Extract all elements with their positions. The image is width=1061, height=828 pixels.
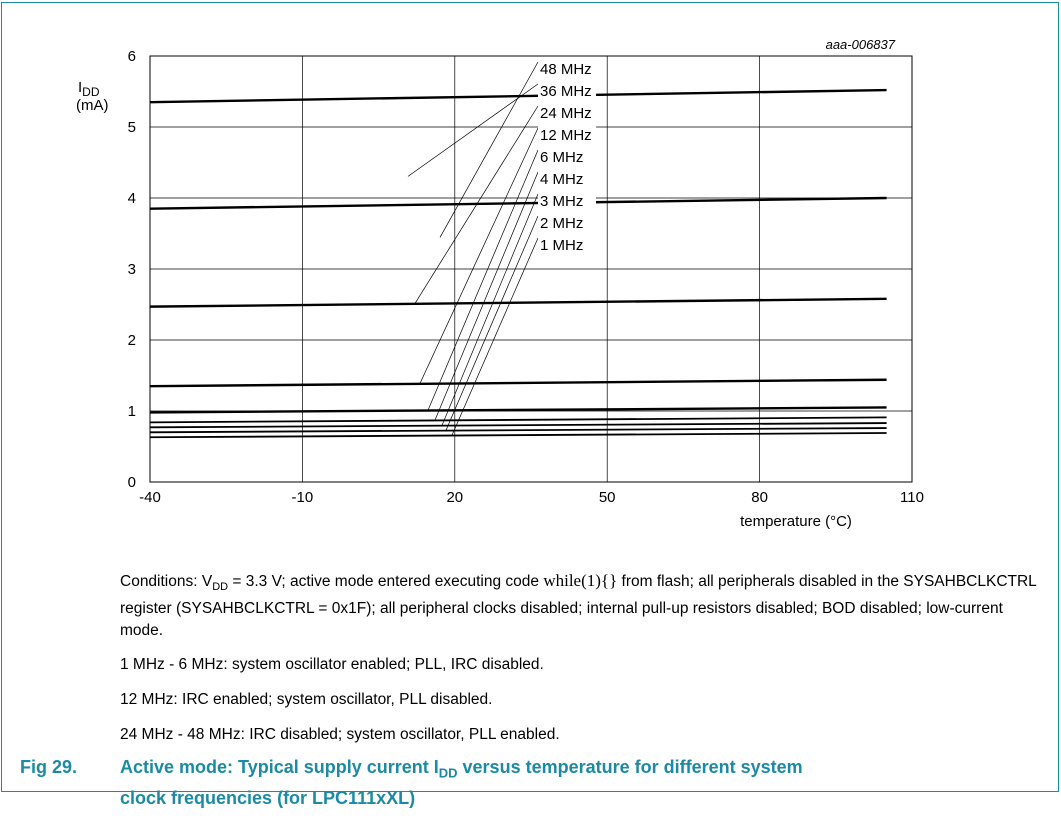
leader-line: [419, 127, 539, 384]
x-tick-label: 50: [599, 489, 616, 506]
y-tick-label: 5: [128, 119, 136, 136]
legend-label-bg: [538, 59, 596, 77]
leader-line: [441, 193, 539, 426]
series-line-1-mhz: [149, 432, 887, 439]
series-line-36-mhz: [149, 196, 887, 210]
legend-leaders: [407, 61, 539, 436]
note-12mhz: 12 MHz: IRC enabled; system oscillator, …: [120, 691, 493, 709]
chart-axes: -40 -10 20 50 80 110 0 1 2 3 4 5 6: [128, 48, 924, 506]
x-tick-label: 80: [751, 489, 768, 506]
series-line-48-mhz: [149, 88, 887, 104]
legend-label: 6 MHz: [540, 149, 583, 166]
x-tick-label: -10: [292, 489, 314, 506]
legend-label: 36 MHz: [540, 83, 592, 100]
legend-label-bg: [538, 147, 596, 165]
leader-line: [434, 171, 539, 421]
y-axis-unit: (mA): [76, 97, 109, 114]
legend-label-bg: [538, 81, 596, 99]
legend-label: 1 MHz: [540, 237, 583, 254]
leader-line: [445, 215, 539, 431]
legend-label-bg: [538, 213, 596, 231]
series-line-12-mhz: [149, 378, 887, 388]
leader-line: [407, 83, 539, 177]
y-axis-label: IDD: [78, 79, 100, 99]
chart: -40 -10 20 50 80 110 0 1 2 3 4 5 6 48 MHz 36 MHz 24 MH…: [76, 37, 924, 530]
leader-line: [451, 237, 539, 436]
legend-label: 24 MHz: [540, 105, 592, 122]
y-tick-label: 6: [128, 48, 136, 65]
plot-border: [149, 55, 913, 483]
leader-line: [439, 61, 539, 238]
leader-line: [414, 105, 539, 304]
series-line-6-mhz: [149, 406, 887, 414]
y-tick-label: 4: [128, 190, 136, 207]
series-line-3-mhz: [149, 422, 887, 429]
y-tick-label: 1: [128, 403, 136, 420]
x-tick-label: 20: [446, 489, 463, 506]
figure-bottom-rule: [1, 791, 1059, 792]
legend-label-bg: [538, 103, 596, 121]
chart-series: [149, 88, 887, 439]
figure-number: Fig 29.: [20, 757, 78, 777]
notes: Conditions: VDD = 3.3 V; active mode ent…: [120, 570, 1040, 759]
legend-label: 3 MHz: [540, 193, 583, 210]
figure-frame: [1, 2, 1059, 792]
chart-legend: 48 MHz 36 MHz 24 MHz 12 MHz 6 MHz 4 MHz 3 MHz 2…: [538, 59, 596, 254]
legend-label-bg: [538, 191, 596, 209]
legend-label: 2 MHz: [540, 215, 583, 232]
note-1-6mhz: 1 MHz - 6 MHz: system oscillator enabled…: [120, 656, 544, 674]
figure-caption: Fig 29. Active mode: Typical supply curre…: [20, 757, 803, 808]
x-axis-label: temperature (°C): [740, 513, 852, 530]
series-line-24-mhz: [149, 297, 887, 308]
series-line-2-mhz: [149, 427, 887, 434]
legend-label: 12 MHz: [540, 127, 592, 144]
x-tick-label: -40: [139, 489, 161, 506]
y-tick-label: 2: [128, 332, 136, 349]
x-tick-label: 110: [900, 489, 924, 506]
legend-label: 48 MHz: [540, 61, 592, 78]
y-tick-label: 3: [128, 261, 136, 278]
leader-line: [427, 149, 539, 411]
note-24-48mhz: 24 MHz - 48 MHz: IRC disabled; system os…: [120, 726, 560, 744]
reference-code: aaa-006837: [826, 37, 896, 52]
legend-label-bg: [538, 125, 596, 143]
conditions-note: Conditions: VDD = 3.3 V; active mode ent…: [120, 571, 1037, 640]
legend-label: 4 MHz: [540, 171, 583, 188]
y-tick-label: 0: [128, 474, 136, 491]
legend-label-bg: [538, 169, 596, 187]
legend-label-bg: [538, 235, 596, 253]
series-line-4-mhz: [149, 416, 887, 424]
